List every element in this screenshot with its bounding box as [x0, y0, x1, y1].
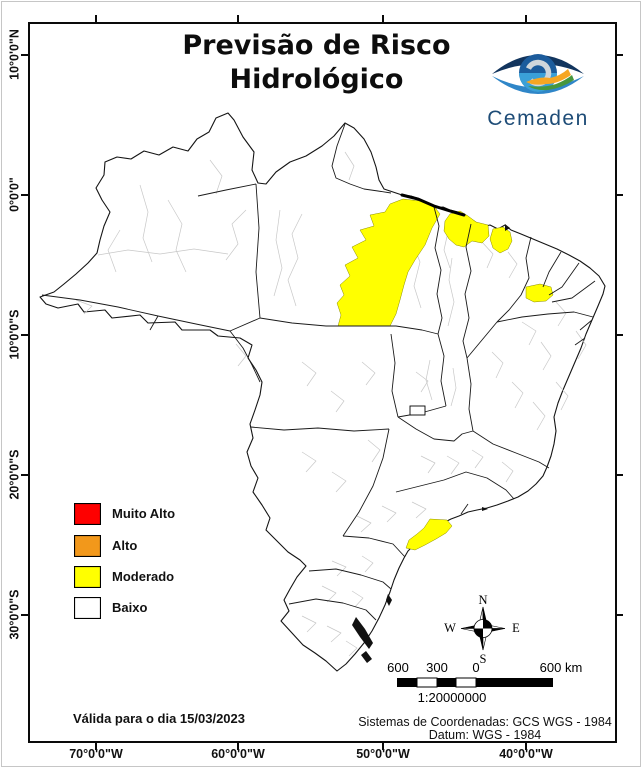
tick-right-10s	[616, 334, 623, 336]
lagoa-dos-patos	[352, 617, 373, 649]
legend-label-muito-alto: Muito Alto	[112, 506, 176, 521]
amazon-mouth-coastline	[400, 193, 466, 217]
scale-label-0: 0	[472, 660, 479, 675]
sao-marcos-bay	[505, 224, 510, 231]
compass-west-label: W	[444, 621, 456, 635]
tick-top-60w	[237, 15, 239, 22]
tick-bottom-40w	[525, 743, 527, 750]
validity-date-text: Válida para o dia 15/03/2023	[73, 711, 245, 726]
florianopolis-island	[386, 594, 392, 606]
lat-label-30s: 30°0'0"S	[7, 589, 22, 640]
risk-region-para	[336, 198, 441, 327]
tick-right-20s	[616, 474, 623, 476]
tick-top-70w	[95, 15, 97, 22]
lat-label-10s: 10°0'0"S	[7, 309, 22, 360]
risk-region-ceara	[525, 283, 554, 303]
guanabara-bay	[482, 507, 488, 511]
scale-label-300: 300	[426, 660, 448, 675]
tick-left-30s	[21, 614, 28, 616]
state-boundaries	[41, 123, 596, 621]
compass-rose: N W E S	[444, 593, 520, 666]
lat-label-10n: 10°0'0"N	[7, 29, 22, 80]
page-title: Previsão de Risco Hidrológico	[120, 29, 513, 97]
cemaden-eye-icon	[492, 54, 584, 94]
brazil-country-outline	[39, 112, 606, 672]
tick-right-10n	[616, 54, 623, 56]
tick-bottom-60w	[237, 743, 239, 750]
legend-label-baixo: Baixo	[112, 600, 148, 615]
compass-north-label: N	[478, 593, 487, 607]
moderate-risk-regions	[336, 198, 554, 551]
page-title-line2: Hidrológico	[229, 64, 404, 95]
lagoa-mirim	[361, 651, 372, 663]
legend-swatch-baixo	[73, 596, 102, 620]
brazil-risk-map: N W E S 600 300 0 600 km 1:20000000	[39, 112, 606, 705]
distrito-federal	[409, 405, 426, 416]
legend-swatch-alto	[73, 534, 102, 558]
tick-top-40w	[525, 15, 527, 22]
municipal-boundaries	[75, 151, 587, 657]
lon-label-40w: 40°0'0"W	[499, 747, 553, 761]
cemaden-logo-text: Cemaden	[487, 107, 589, 130]
scale-label-600-left: 600	[387, 660, 409, 675]
legend-item-moderado: Moderado	[73, 565, 174, 593]
legend-item-muito-alto: Muito Alto	[73, 502, 175, 530]
compass-east-label: E	[512, 621, 520, 635]
legend-swatch-muito-alto	[73, 502, 102, 526]
lat-label-0: 0°0'0"	[7, 177, 22, 212]
tick-right-30s	[616, 614, 623, 616]
page-title-line1: Previsão de Risco	[182, 30, 451, 61]
cemaden-logo: Cemaden	[486, 42, 590, 131]
lon-label-50w: 50°0'0"W	[356, 747, 410, 761]
coordinate-system-line1: Sistemas de Coordenadas: GCS WGS - 1984	[358, 715, 612, 729]
compass-south-label: S	[480, 652, 487, 666]
coordinate-system-line2: Datum: WGS - 1984	[428, 728, 542, 742]
tick-bottom-50w	[382, 743, 384, 750]
legend-item-alto: Alto	[73, 534, 137, 562]
tick-left-0	[21, 194, 28, 196]
legend-label-moderado: Moderado	[112, 569, 175, 584]
risk-region-marajo-belem	[443, 210, 490, 248]
legend-swatch-moderado	[73, 565, 102, 589]
scale-bar: 600 300 0 600 km 1:20000000	[387, 660, 582, 705]
scale-ratio: 1:20000000	[418, 690, 487, 705]
lon-label-60w: 60°0'0"W	[211, 747, 265, 761]
legend-label-alto: Alto	[112, 538, 138, 553]
tick-right-0	[616, 194, 623, 196]
tick-left-10s	[21, 334, 28, 336]
tick-bottom-70w	[95, 743, 97, 750]
lon-label-70w: 70°0'0"W	[69, 747, 123, 761]
lat-label-20s: 20°0'0"S	[7, 449, 22, 500]
tick-left-20s	[21, 474, 28, 476]
scale-label-600km: 600 km	[540, 660, 583, 675]
tick-left-10n	[21, 54, 28, 56]
tick-top-50w	[382, 15, 384, 22]
legend-item-baixo: Baixo	[73, 596, 147, 624]
risk-region-sao-paulo-coast	[405, 518, 453, 551]
